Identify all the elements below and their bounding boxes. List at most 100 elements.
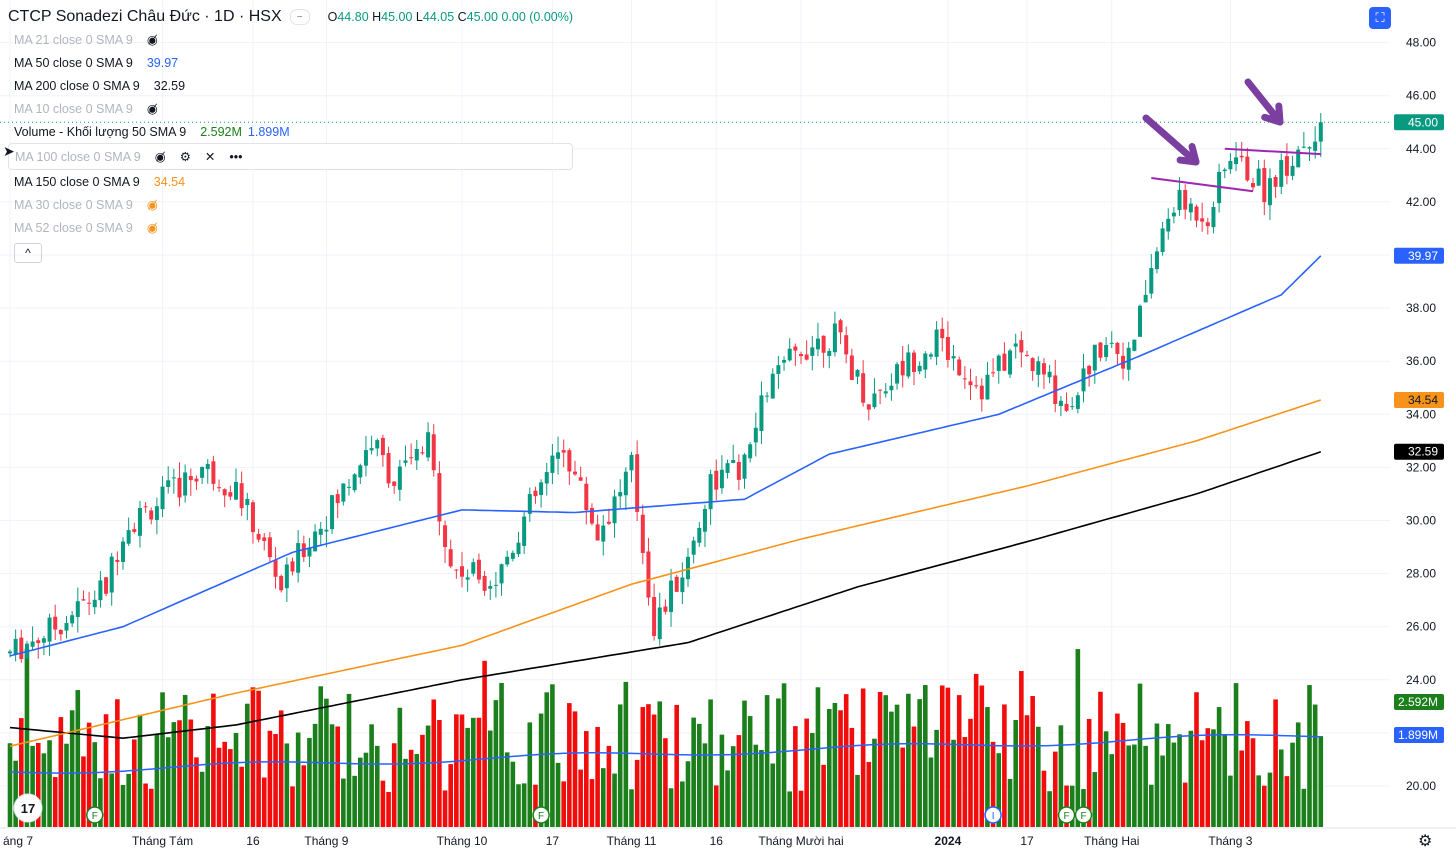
volume-bar — [849, 727, 855, 827]
candle-body — [883, 391, 888, 394]
last-price-tag-bg — [1394, 114, 1444, 131]
candle-body — [126, 530, 131, 544]
fullscreen-icon[interactable]: ⛶ — [1369, 7, 1391, 29]
event-marker[interactable] — [1074, 806, 1093, 824]
time-tick-label: Tháng Hai — [1084, 834, 1139, 848]
volume-bar — [284, 743, 290, 827]
volume-bar — [697, 723, 702, 827]
volume-bar — [369, 724, 374, 827]
tradingview-logo-icon[interactable] — [13, 793, 43, 823]
candle-body — [934, 329, 939, 357]
eye-hidden-icon[interactable]: ◉̸ — [146, 102, 158, 116]
event-marker-label: F — [1080, 811, 1086, 822]
volume-bar — [1154, 723, 1160, 827]
candle-body — [1222, 169, 1227, 172]
trend-line-upper[interactable] — [1224, 147, 1321, 156]
volume-bar — [1318, 736, 1324, 827]
candle-body — [618, 492, 623, 497]
trend-line-lower[interactable] — [1151, 177, 1254, 193]
indicator-label: MA 30 close 0 SMA 9 — [14, 197, 133, 212]
volume-bar — [482, 660, 487, 827]
eye-hidden-icon[interactable]: ◉̸ — [146, 33, 158, 47]
annotations[interactable]: F F I F F17 — [13, 78, 1321, 824]
candle-body — [330, 495, 335, 530]
volume-bar — [471, 717, 476, 827]
volume-bar — [69, 710, 75, 827]
indicator-row[interactable]: MA 52 close 0 SMA 9 ◉̸ — [8, 216, 573, 239]
event-marker[interactable] — [86, 806, 104, 824]
indicator-row[interactable]: MA 21 close 0 SMA 9 ◉̸ — [8, 28, 573, 51]
volume-bar — [1149, 784, 1154, 827]
candle-body — [804, 354, 809, 360]
indicator-row[interactable]: MA 150 close 0 SMA 9 34.54 — [8, 170, 573, 193]
candle-body — [1041, 363, 1046, 375]
more-icon[interactable]: ••• — [229, 149, 243, 164]
time-tick-label: Tháng 10 — [437, 834, 488, 848]
event-marker[interactable] — [1057, 806, 1076, 824]
candle-body — [1267, 178, 1272, 206]
eye-hidden-icon[interactable]: ◉̸ — [146, 198, 158, 212]
minus-icon[interactable]: − — [289, 9, 310, 25]
volume-bar — [747, 716, 753, 827]
arrow-annotation-2[interactable] — [1244, 78, 1284, 126]
gear-icon[interactable]: ⚙ — [179, 150, 191, 164]
volume-bar — [222, 741, 227, 827]
candle-body — [443, 525, 448, 548]
volume-bar — [425, 725, 431, 827]
candle-body — [940, 328, 945, 339]
volume-bar — [617, 704, 623, 827]
volume-bar — [58, 717, 64, 827]
close-icon[interactable]: ✕ — [204, 150, 216, 164]
candle-body — [499, 564, 504, 584]
candle-body — [770, 373, 775, 399]
candle-body — [900, 360, 905, 376]
candle-body — [657, 607, 662, 640]
volume-bar — [160, 692, 165, 827]
candle-body — [1194, 206, 1199, 221]
candle-body — [245, 498, 250, 506]
event-marker[interactable] — [984, 806, 1002, 824]
symbol-title[interactable]: CTCP Sonadezi Châu Đức · 1D · HSX — [8, 8, 282, 25]
time-axis[interactable]: áng 7 Tháng Tám 16 Tháng 9 Tháng 10 17 Tháng 1… — [0, 827, 1456, 848]
arrow-annotation-1-head[interactable] — [1176, 142, 1200, 166]
indicator-row[interactable]: Volume - Khối lượng 50 SMA 9 2.592M 1.899M — [8, 120, 573, 143]
candle-body — [906, 352, 911, 377]
candle-body — [1058, 400, 1063, 406]
candle-body — [1160, 228, 1165, 253]
candle-body — [1307, 147, 1312, 149]
volume-bar — [1013, 720, 1018, 827]
candle-body — [149, 510, 154, 520]
indicator-row[interactable]: MA 10 close 0 SMA 9 ◉̸ — [8, 97, 573, 120]
volume-ma-tag-bg — [1394, 727, 1444, 743]
volume-tag-bg — [1394, 694, 1444, 710]
indicator-row[interactable]: MA 100 close 0 SMA 9 ◉̸ ⚙ ✕ ••• — [8, 143, 574, 170]
volume-bar — [1165, 724, 1171, 827]
arrow-annotation-1[interactable] — [1142, 114, 1200, 166]
volume-bar — [668, 788, 674, 827]
settings-gear-icon[interactable]: ⚙ — [1418, 833, 1433, 850]
indicator-row[interactable]: MA 200 close 0 SMA 9 32.59 — [8, 74, 573, 97]
arrow-annotation-2-head[interactable] — [1261, 102, 1284, 126]
price-axis[interactable]: 48.0046.0044.0042.0040.0038.0036.0034.00… — [1394, 36, 1444, 793]
candle-body — [505, 556, 510, 565]
indicator-label: MA 100 close 0 SMA 9 — [15, 149, 141, 164]
eye-hidden-icon[interactable]: ◉̸ — [146, 221, 158, 235]
candle-body — [787, 348, 792, 361]
candle-body — [171, 477, 176, 479]
volume-bar — [979, 685, 985, 827]
indicator-row[interactable]: MA 50 close 0 SMA 9 39.97 — [8, 51, 573, 74]
candle-body — [211, 461, 216, 484]
collapse-legend-button[interactable]: ^ — [14, 243, 42, 263]
event-marker[interactable] — [532, 806, 550, 824]
candle-body — [137, 508, 142, 536]
volume-bar — [1250, 738, 1256, 827]
eye-hidden-icon[interactable]: ◉̸ — [154, 150, 166, 164]
volume-bar — [663, 738, 668, 827]
candle-body — [550, 455, 555, 473]
indicator-row[interactable]: MA 30 close 0 SMA 9 ◉̸ — [8, 193, 573, 216]
volume-bar — [866, 761, 872, 827]
candle-body — [1019, 340, 1024, 353]
candle-body — [160, 486, 165, 510]
candle-body — [510, 552, 515, 559]
